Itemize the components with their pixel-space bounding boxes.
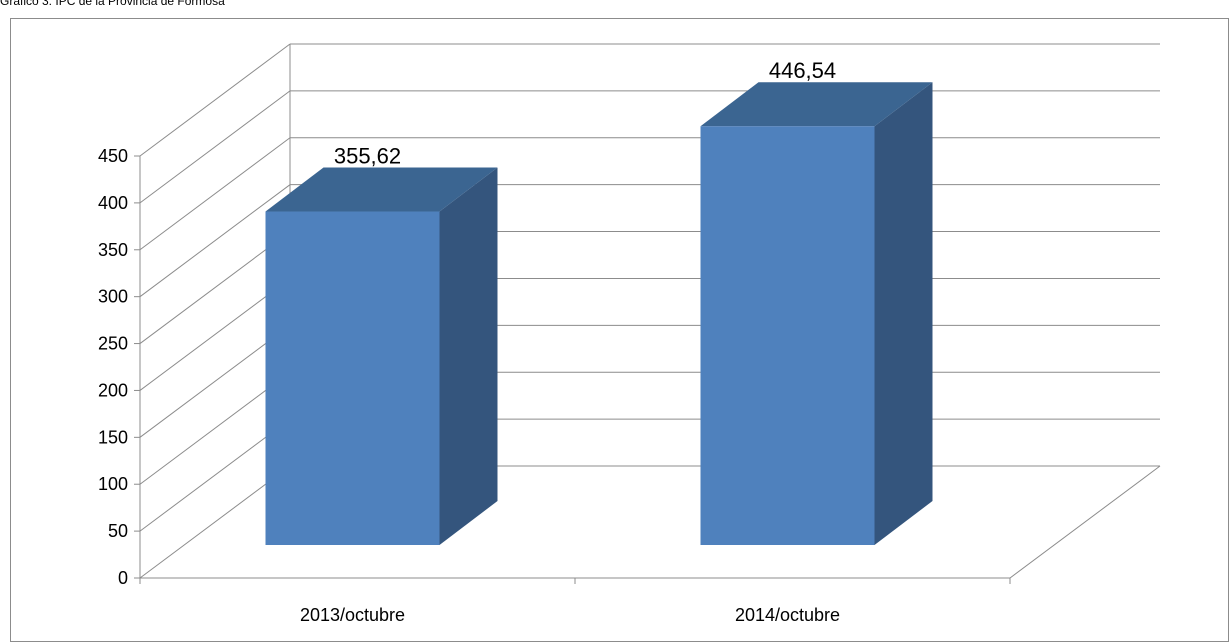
x-tick-label: 2013/octubre (300, 605, 405, 625)
bar (265, 167, 498, 546)
y-tick-label: 250 (98, 334, 128, 354)
data-label: 355,62 (334, 144, 401, 169)
y-tick-label: 200 (98, 380, 128, 400)
side-gridline (139, 43, 291, 157)
chart-caption: Gráfico 3: IPC de la Provincia de Formos… (0, 0, 225, 8)
y-tick-label: 300 (98, 287, 128, 307)
side-gridline (139, 184, 291, 298)
side-gridline (139, 90, 291, 204)
y-tick-label: 150 (98, 427, 128, 447)
chart-frame (10, 18, 1229, 642)
side-gridline (139, 231, 291, 344)
bar-side (874, 82, 933, 545)
bar-front (265, 211, 440, 546)
bar-top (265, 167, 498, 212)
bar-front (700, 126, 875, 545)
bars (265, 82, 933, 546)
side-gridline (139, 465, 291, 579)
x-tick-labels: 2013/octubre 2014/octubre (300, 605, 840, 625)
side-gridline (139, 324, 291, 438)
bar-top (700, 82, 933, 127)
y-tick-labels: 0 50 100 150 200 250 300 350 400 450 (98, 146, 128, 588)
data-labels: 355,62 446,54 (334, 58, 836, 168)
side-gridline (139, 137, 291, 251)
bar (700, 82, 933, 545)
bar-side (439, 167, 498, 546)
side-gridline (139, 371, 291, 485)
x-tick-label: 2014/octubre (735, 605, 840, 625)
y-tick-label: 100 (98, 474, 128, 494)
y-tick-label: 350 (98, 240, 128, 260)
y-tick-label: 450 (98, 146, 128, 166)
side-gridline (139, 418, 291, 532)
data-label: 446,54 (769, 58, 836, 83)
axes (134, 155, 1011, 584)
side-gridline (139, 278, 291, 391)
y-tick-label: 400 (98, 193, 128, 213)
y-tick-label: 50 (108, 521, 128, 541)
y-tick-label: 0 (118, 568, 128, 588)
